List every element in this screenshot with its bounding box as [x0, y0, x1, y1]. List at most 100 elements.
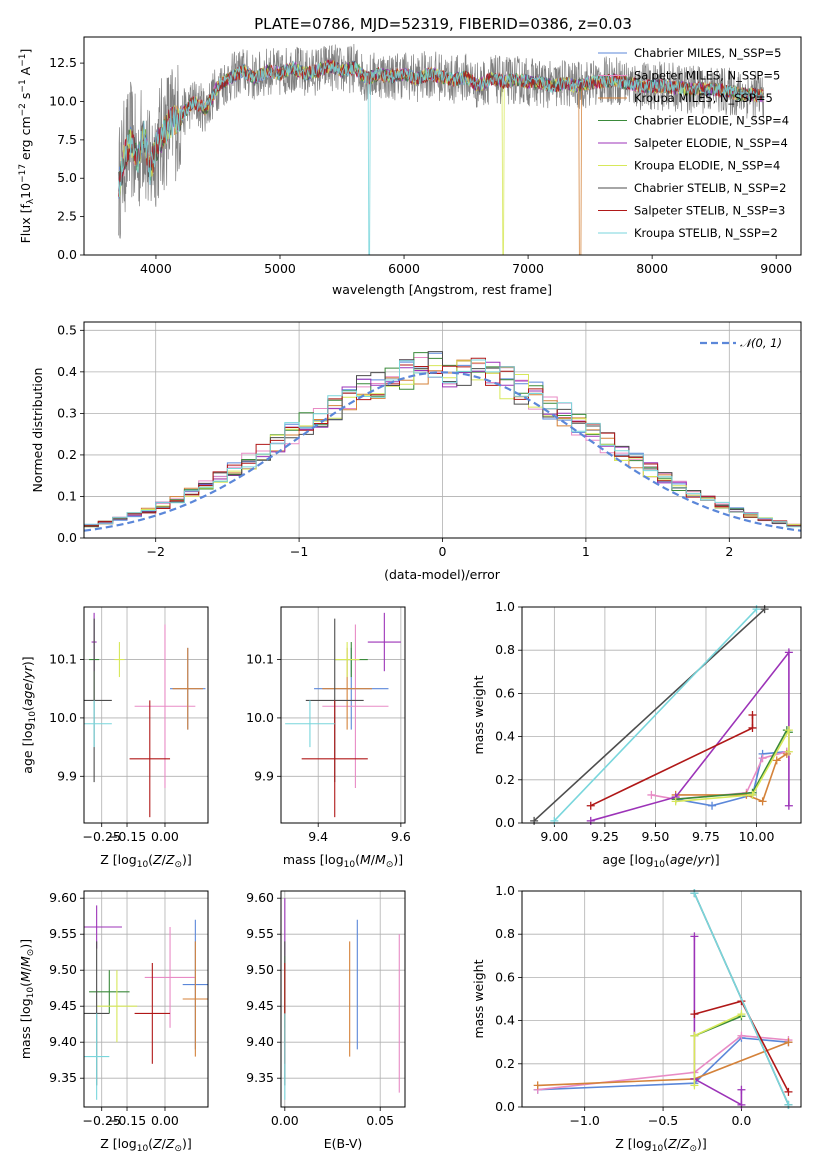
gaussian-curve	[83, 371, 802, 532]
legend-label: Chabrier MILES, N_SSP=5	[634, 46, 781, 60]
massweight-vs-metallicity-xlabel: Z [log10(Z/Z⊙)]	[615, 1136, 707, 1154]
age-vs-metallicity-plot-area: −0.25−0.15 0.00 9.9 10.0 10.1	[49, 607, 208, 844]
mass-weight-marker	[737, 1010, 746, 1019]
y-tick-label: 5.0	[57, 170, 77, 185]
y-tick-label: 9.9	[254, 768, 274, 783]
y-tick-label: 0.4	[495, 729, 515, 744]
mass-vs-ebv-xlabel: E(B-V)	[324, 1136, 363, 1151]
mass-vs-metallicity-xlabel: Z [log10(Z/Z⊙)]	[100, 1136, 192, 1154]
x-tick-label: 0.00	[271, 1113, 299, 1128]
mass-vs-metallicity-frame	[83, 890, 209, 1108]
mass-vs-metallicity-plot-area: −0.25−0.15 0.00 9.35 9.40 9.45 9.50 9.55 9.60	[49, 890, 208, 1128]
mass-weight-marker	[586, 801, 595, 810]
y-tick-label: 9.50	[49, 962, 77, 977]
mass-weight-line	[693, 936, 743, 1107]
x-tick-label: 8000	[636, 261, 668, 276]
mass-weight-marker	[533, 1081, 542, 1090]
mass-weight-marker	[550, 816, 559, 825]
x-tick-label: 0.0	[731, 1113, 751, 1128]
residuals-panel: −2 −1 0 1 2 0.0 0.1 0.2 0.3 0.4 0.5 (data-model)/e…	[30, 321, 802, 582]
age-vs-mass-xlabel: mass [log10(M/M⊙)]	[283, 852, 403, 870]
mass-weight-line	[693, 1013, 742, 1086]
y-tick-label: 1.0	[495, 883, 515, 898]
y-tick-label: 2.5	[57, 209, 77, 224]
y-tick-label: 9.45	[246, 998, 274, 1013]
age-vs-metallicity-xlabel: Z [log10(Z/Z⊙)]	[100, 852, 192, 870]
x-tick-label: −0.25	[83, 829, 121, 844]
mass-weight-marker	[784, 801, 793, 810]
age-vs-mass-panel: 9.4 9.6 9.9 10.0 10.1 mass [log10(M/M⊙)]	[246, 606, 411, 870]
mass-weight-marker	[752, 605, 761, 614]
mass-vs-ebv-frame	[280, 890, 406, 1108]
x-tick-label: 9.4	[308, 829, 328, 844]
spectrum-plot-area: 4000 5000 6000 7000 8000 9000 0.0 2.5 5.0 7.5 10.0…	[49, 43, 792, 276]
spectrum-legend: Chabrier MILES, N_SSP=5 Salpeter MILES, N…	[598, 46, 789, 240]
massweight-vs-metallicity-ylabel: mass weight	[471, 959, 486, 1038]
y-tick-label: 0.5	[57, 322, 77, 337]
massweight-vs-age-xlabel: age [log10(age/yr)]	[602, 852, 719, 870]
y-tick-label: 0.0	[495, 1099, 515, 1114]
errorbar-group	[281, 607, 405, 823]
y-tick-label: 0.6	[495, 969, 515, 984]
massweight-vs-metallicity-panel: −1.0 −0.5 0.0 0.0 0.2 0.4 0.6 0.8 1.0 Z [log10(Z…	[471, 883, 802, 1154]
y-tick-label: 10.0	[49, 710, 77, 725]
residual-histogram	[83, 359, 802, 538]
mass-weight-marker	[737, 1031, 746, 1040]
mass-weight-line	[675, 727, 790, 803]
residuals-legend: 𝒩(0, 1)	[700, 336, 782, 350]
mass-weight-line	[537, 1037, 789, 1091]
mass-weight-marker	[671, 797, 680, 806]
mass-weight-line	[533, 608, 766, 822]
y-tick-label: 9.40	[246, 1034, 274, 1049]
mass-weight-line	[693, 892, 790, 1106]
x-tick-label: 5000	[264, 261, 296, 276]
legend-label: Chabrier ELODIE, N_SSP=4	[634, 114, 789, 128]
mass-weight-line	[675, 728, 790, 800]
figure-title: PLATE=0786, MJD=52319, FIBERID=0386, z=0…	[254, 15, 632, 33]
x-tick-label: 9.00	[540, 829, 568, 844]
mass-weight-marker	[784, 726, 793, 735]
x-tick-label: 9.25	[591, 829, 619, 844]
spectrum-xlabel: wavelength [Angstrom, rest frame]	[332, 282, 552, 297]
mass-weight-marker	[586, 816, 595, 825]
x-tick-label: 9.75	[692, 829, 720, 844]
model-spectrum-line	[118, 60, 764, 256]
y-tick-label: 0.0	[57, 530, 77, 545]
residuals-ylabel: Normed distribution	[30, 368, 45, 493]
mass-weight-marker	[690, 1031, 699, 1040]
y-tick-label: 0.2	[495, 1056, 515, 1071]
x-tick-label: −0.25	[83, 1113, 121, 1128]
legend-label: Kroupa MILES, N_SSP=5	[634, 91, 773, 105]
mass-weight-line	[537, 1034, 789, 1091]
y-tick-label: 0.6	[495, 685, 515, 700]
x-tick-label: 0	[439, 544, 447, 559]
mass-weight-marker	[737, 1100, 746, 1109]
legend-label: Salpeter MILES, N_SSP=5	[634, 69, 780, 83]
residuals-xlabel: (data-model)/error	[384, 567, 501, 582]
age-vs-metallicity-panel: −0.25−0.15 0.00 9.9 10.0 10.1 Z [log10(Z/Z⊙)…	[20, 606, 209, 870]
residuals-frame	[83, 321, 802, 539]
y-tick-label: 9.60	[246, 890, 274, 905]
errorbar-group	[84, 891, 208, 1107]
mass-weight-marker	[708, 801, 717, 810]
massweight-vs-age-panel: 9.00 9.25 9.50 9.75 10.000.00.20.40.60.81.0 …	[471, 599, 802, 870]
y-tick-label: 10.1	[49, 652, 77, 667]
y-tick-label: 0.2	[57, 447, 77, 462]
mass-weight-marker	[784, 648, 793, 657]
y-tick-label: 9.50	[246, 962, 274, 977]
x-tick-label: 9.6	[391, 829, 411, 844]
y-tick-label: 0.8	[495, 642, 515, 657]
mass-weight-marker	[748, 711, 757, 719]
age-vs-mass-plot-area: 9.4 9.6 9.9 10.0 10.1	[246, 607, 411, 844]
massweight-vs-age-plot-area: 9.00 9.25 9.50 9.75 10.00 0.0 0.2 0.4 0.6 0.8 1.0	[495, 599, 801, 844]
x-tick-label: 7000	[512, 261, 544, 276]
x-tick-label: 9.50	[642, 829, 670, 844]
spectrum-frame	[83, 36, 802, 256]
mass-weight-marker	[530, 816, 539, 825]
errorbar-group	[281, 891, 405, 1107]
y-tick-label: 10.1	[246, 652, 274, 667]
massweight-vs-metallicity-plot-area: −1.0 −0.5 0.0 0.0 0.2 0.4 0.6 0.8 1.0	[495, 883, 801, 1128]
mass-weight-marker	[748, 723, 757, 732]
legend-label: Kroupa STELIB, N_SSP=2	[634, 226, 778, 240]
